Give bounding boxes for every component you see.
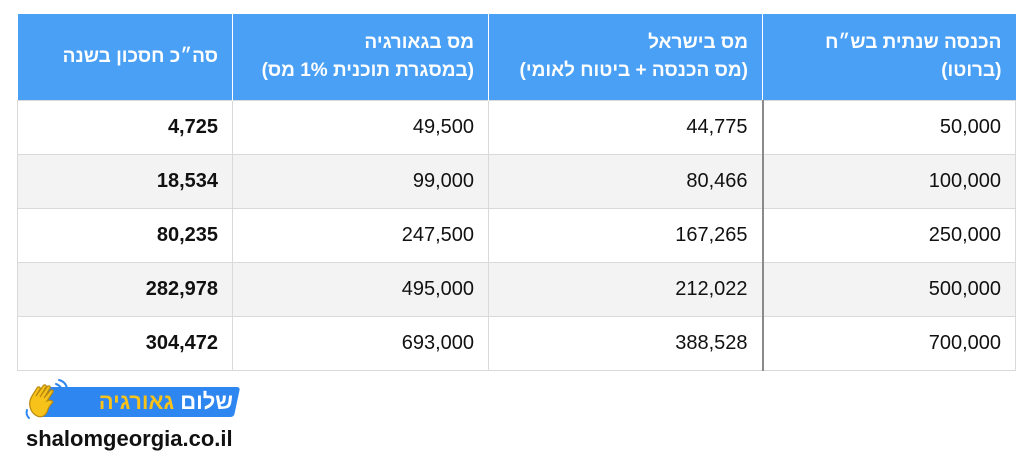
cell-savings: 304,472	[17, 316, 233, 371]
cell-israel-tax: 212,022	[488, 262, 763, 317]
cell-israel-tax: 44,775	[488, 100, 763, 155]
table-row: 50,000 44,775 49,500 4,725	[17, 100, 1016, 155]
brand-name-part1: שלום	[180, 389, 233, 414]
cell-georgia-tax: 495,000	[232, 262, 489, 317]
header-israel-tax-line2: (מס הכנסה + ביטוח לאומי)	[519, 60, 748, 81]
header-georgia-tax-line1: מס בגאורגיה	[364, 32, 474, 53]
cell-savings: 4,725	[17, 100, 233, 155]
table-row: 700,000 388,528 693,000 304,472	[17, 316, 1016, 371]
cell-income: 500,000	[761, 262, 1016, 317]
cell-income: 700,000	[761, 316, 1016, 371]
cell-georgia-tax: 247,500	[232, 208, 489, 263]
cell-savings: 18,534	[17, 154, 233, 209]
header-georgia-tax: מס בגאורגיה (במסגרת תוכנית 1% מס)	[232, 14, 489, 101]
cell-georgia-tax: 99,000	[232, 154, 489, 209]
cell-income: 50,000	[761, 100, 1016, 155]
header-savings-line1: סה״כ חסכון בשנה	[62, 46, 218, 67]
cell-income: 100,000	[761, 154, 1016, 209]
table-row: 500,000 212,022 495,000 282,978	[17, 262, 1016, 317]
cell-israel-tax: 388,528	[488, 316, 763, 371]
header-georgia-tax-line2: (במסגרת תוכנית 1% מס)	[261, 60, 474, 81]
tax-comparison-table: הכנסה שנתית בש״ח (ברוטו) מס בישראל (מס ה…	[17, 14, 1016, 371]
cell-israel-tax: 80,466	[488, 154, 763, 209]
brand-name-part2: גאורגיה	[98, 389, 175, 414]
waving-hand-icon	[25, 379, 68, 419]
header-savings: סה״כ חסכון בשנה	[17, 14, 233, 101]
tax-comparison-table-container: הכנסה שנתית בש״ח (ברוטו) מס בישראל (מס ה…	[17, 14, 1016, 371]
table-header-row: הכנסה שנתית בש״ח (ברוטו) מס בישראל (מס ה…	[17, 14, 1016, 101]
website-link[interactable]: shalomgeorgia.co.il	[26, 426, 233, 451]
cell-savings: 282,978	[17, 262, 233, 317]
cell-georgia-tax: 693,000	[232, 316, 489, 371]
header-income-line2: (ברוטו)	[941, 60, 1002, 81]
cell-israel-tax: 167,265	[488, 208, 763, 263]
header-income: הכנסה שנתית בש״ח (ברוטו)	[762, 14, 1016, 101]
brand-logo[interactable]: שלום גאורגיה	[23, 378, 243, 419]
table-row: 250,000 167,265 247,500 80,235	[17, 208, 1016, 263]
header-income-line1: הכנסה שנתית בש״ח	[825, 32, 1002, 53]
cell-savings: 80,235	[17, 208, 233, 263]
header-israel-tax: מס בישראל (מס הכנסה + ביטוח לאומי)	[488, 14, 763, 101]
header-israel-tax-line1: מס בישראל	[648, 32, 748, 53]
table-row: 100,000 80,466 99,000 18,534	[17, 154, 1016, 209]
cell-income: 250,000	[761, 208, 1016, 263]
brand-logo-text: שלום גאורגיה	[67, 389, 233, 415]
cell-georgia-tax: 49,500	[232, 100, 489, 155]
